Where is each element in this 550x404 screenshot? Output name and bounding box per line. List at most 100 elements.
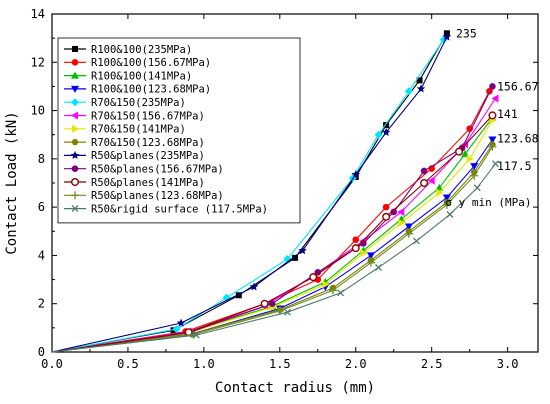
legend-label: R50&planes(156.67MPa) [91,164,224,176]
legend-item-10: R50&planes(156.67MPa) [64,164,224,176]
data-point [446,210,454,218]
data-point [366,258,375,267]
data-point [352,236,360,244]
series-layer [51,30,499,353]
data-point [436,188,444,197]
legend-label: R50&rigid surface (117.5MPa) [91,203,268,215]
y-tick-label: 2 [38,297,45,311]
legend-item-5: R70&150(235MPa) [64,97,186,109]
data-point [322,280,330,289]
series-line-5 [51,39,445,353]
y-axis-title: Contact Load (kN) [4,111,20,254]
data-point [172,325,181,334]
series-12 [51,142,497,353]
data-point [455,147,464,156]
data-point [268,300,276,308]
data-point [283,308,291,316]
data-point [413,237,420,245]
legend-marker [70,177,79,186]
legend-marker [71,139,79,146]
legend-label: R100&100(141MPa) [91,70,192,82]
data-point [416,84,426,93]
legend-item-4: R100&100(123.68MPa) [64,84,211,96]
data-point [328,286,337,295]
legend-marker [71,71,79,79]
legend-item-6: R70&150(156.67MPa) [64,110,205,122]
end-labels: 235 156.67 141 123.68 117.5 [456,26,539,173]
data-point [442,200,451,209]
data-point [442,194,451,202]
data-point [176,318,186,327]
legend-label: R70&150(123.68MPa) [91,137,205,149]
data-point [314,269,322,276]
end-label-2: 156.67 [497,79,539,93]
data-point [360,249,368,258]
legend-item-8: R70&150(123.68MPa) [64,137,205,149]
legend-marker [71,98,79,107]
data-point [435,183,444,191]
data-point [298,246,307,255]
data-point [404,223,413,231]
data-point [170,327,177,334]
legend-item-12: R50&planes(123.68MPa) [64,190,224,202]
data-point [488,136,497,144]
data-point [352,173,359,180]
data-point [488,111,497,120]
legend-item-2: R100&100(156.67MPa) [64,57,211,69]
series-line-9 [51,36,448,353]
legend-item-9: R50&planes(235MPa) [64,150,205,162]
data-point [420,167,428,175]
y-tick-label: 14 [31,7,45,21]
end-label-3: 141 [497,107,518,121]
end-label-4: 123.68 [497,131,539,145]
plot-axes: 0.0 0.5 1.0 1.5 2.0 2.5 3.0 0 2 4 6 8 10 12 14 [31,7,539,371]
annotation-sigma: σ y min (MPa) [445,196,531,209]
data-point [374,130,383,139]
data-point [427,176,435,185]
legend-marker [71,205,79,213]
x-tick-label: 0.0 [41,357,63,371]
data-point [337,289,345,297]
data-point [488,142,497,151]
legend-label: R70&150(235MPa) [91,97,186,109]
data-point [192,331,200,339]
data-point [382,212,391,221]
data-point [397,207,405,216]
legend-label: R100&100(123.68MPa) [91,84,211,96]
data-point [260,299,269,308]
data-point [351,170,361,179]
data-point [489,83,496,90]
legend-label: R100&100(235MPa) [91,44,192,56]
legend-label: R50&planes(123.68MPa) [91,190,224,202]
legend-marker [71,191,79,200]
x-axis-title: Contact radius (mm) [215,380,375,396]
data-point [470,171,479,180]
data-point [383,122,390,129]
series-9 [51,32,452,353]
legend-label: R70&150(156.67MPa) [91,110,205,122]
legend-item-1: R100&100(235MPa) [64,44,192,56]
data-point [309,273,318,282]
x-tick-label: 1.5 [269,357,291,371]
y-tick-label: 6 [38,200,45,214]
legend-marker [70,150,80,160]
data-point [470,163,479,171]
data-point [404,229,413,238]
data-point [442,32,452,41]
data-point [382,203,390,211]
series-11 [51,111,497,353]
data-point [381,127,391,136]
legend-item-11: R50&planes(141MPa) [64,177,205,189]
legend-marker [71,111,78,120]
data-point [375,264,382,271]
legend-label: R100&100(156.67MPa) [91,57,211,69]
y-tick-label: 0 [38,345,45,359]
data-point [292,254,298,261]
x-tick-label: 2.0 [345,357,367,371]
legend-label: R50&planes(141MPa) [91,177,205,189]
legend-marker [72,124,79,133]
legend-marker [72,46,78,52]
y-tick-label: 8 [38,152,45,166]
data-point [366,252,375,260]
